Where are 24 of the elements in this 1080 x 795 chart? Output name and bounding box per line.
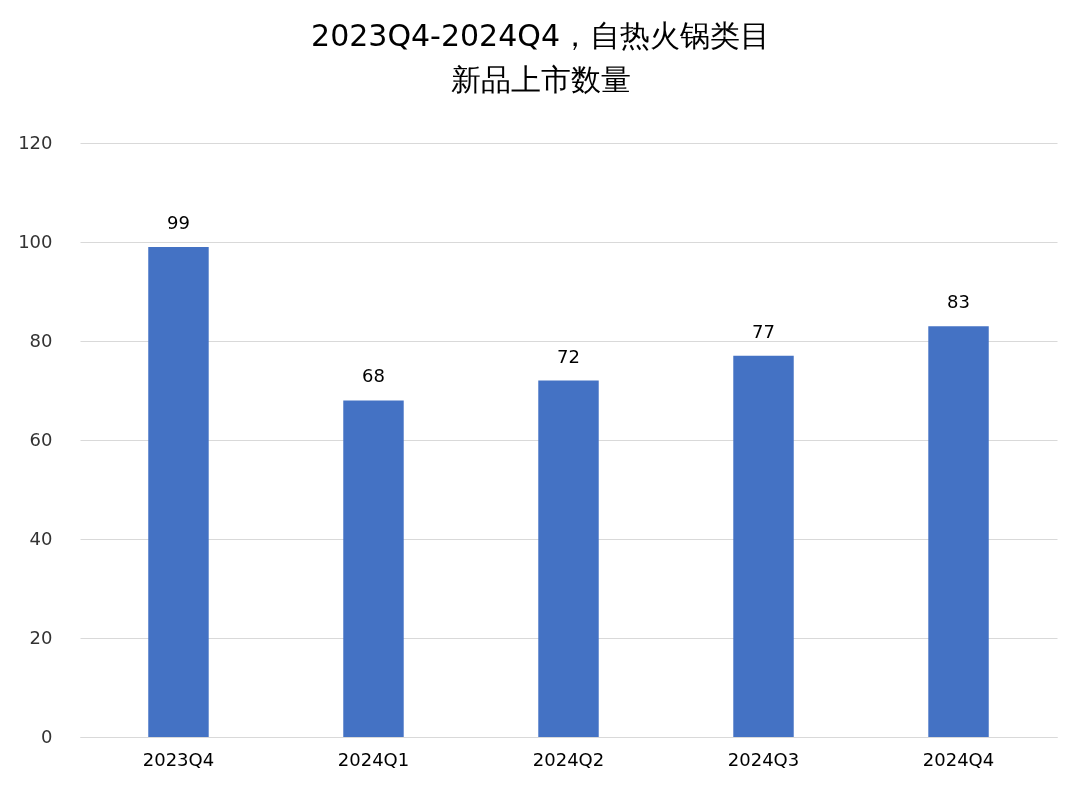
bar bbox=[538, 380, 599, 737]
bar bbox=[733, 355, 794, 737]
bar bbox=[928, 326, 989, 737]
data-label: 68 bbox=[362, 365, 385, 387]
data-label: 72 bbox=[557, 345, 580, 367]
y-tick-label: 40 bbox=[29, 527, 53, 549]
bar bbox=[148, 246, 209, 737]
data-label: 77 bbox=[752, 320, 775, 342]
x-tick-label: 2024Q2 bbox=[532, 748, 605, 770]
x-tick-label: 2024Q4 bbox=[922, 748, 995, 770]
y-tick-label: 100 bbox=[18, 230, 53, 252]
bar bbox=[343, 400, 404, 737]
chart-subtitle: 新品上市数量 bbox=[450, 62, 631, 97]
chart-title: 2023Q4-2024Q4，自热火锅类目 bbox=[311, 18, 770, 53]
y-tick-label: 120 bbox=[18, 131, 53, 153]
data-label: 99 bbox=[167, 211, 190, 233]
x-tick-label: 2024Q1 bbox=[337, 748, 410, 770]
x-tick-label: 2023Q4 bbox=[142, 748, 215, 770]
y-tick-label: 0 bbox=[41, 725, 53, 747]
y-tick-label: 20 bbox=[29, 626, 53, 648]
data-label: 83 bbox=[947, 291, 970, 313]
y-tick-label: 60 bbox=[29, 428, 53, 450]
x-tick-label: 2024Q3 bbox=[727, 748, 800, 770]
y-tick-label: 80 bbox=[29, 329, 53, 351]
